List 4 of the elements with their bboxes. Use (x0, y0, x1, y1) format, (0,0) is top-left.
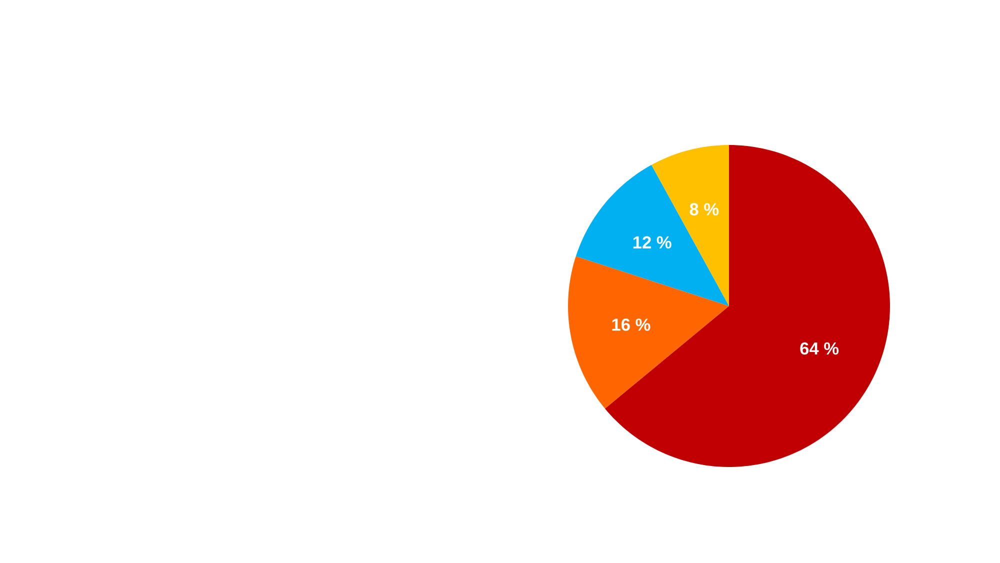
data-label: 16 % (612, 318, 650, 331)
data-label: 8 % (690, 203, 719, 216)
data-label: 12 % (633, 236, 672, 248)
data-label: 64 % (800, 342, 839, 355)
